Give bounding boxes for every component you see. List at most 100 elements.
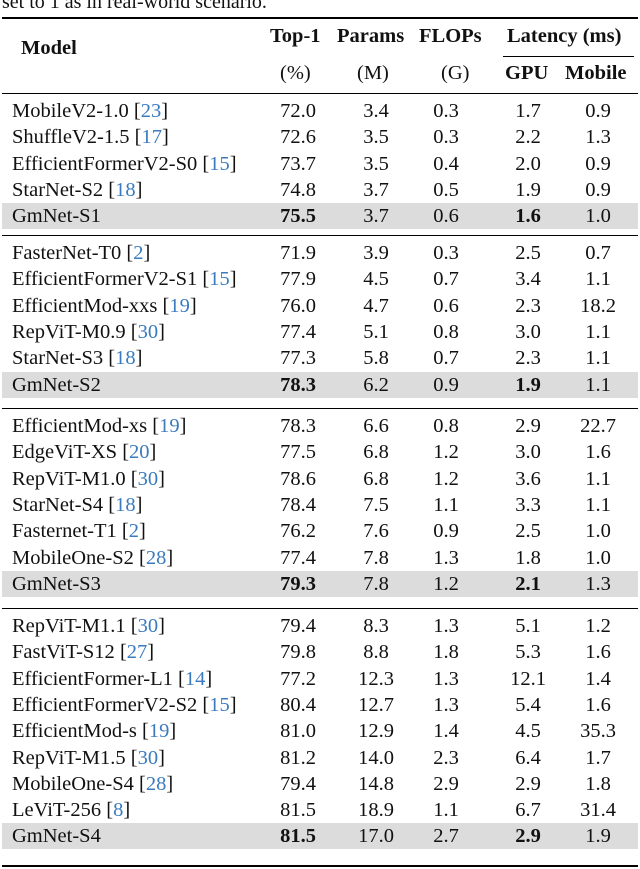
unit-top1: (%) <box>280 62 311 84</box>
table-row: RepViT-M1.1 [30] 79.4 8.3 1.3 5.1 1.2 <box>2 613 638 639</box>
cell-mobile: 1.1 <box>585 373 611 396</box>
cell-top1: 81.2 <box>280 746 316 769</box>
cell-flops: 1.4 <box>433 720 459 743</box>
model-label: GmNet-S1 <box>12 205 101 228</box>
model-label: EfficientFormerV2-S2 <box>12 693 203 716</box>
model-name: FasterNet-T0 [2] <box>12 242 151 264</box>
citation-link[interactable]: 18 <box>115 493 136 516</box>
cell-top1: 76.0 <box>280 294 316 317</box>
cell-flops: 0.9 <box>433 520 459 543</box>
cell-params: 14.0 <box>358 746 394 769</box>
citation-link[interactable]: 17 <box>141 126 162 149</box>
cell-flops: 0.5 <box>433 178 459 201</box>
citation-link[interactable]: 2 <box>133 242 144 264</box>
cell-mobile: 1.0 <box>585 546 611 569</box>
caption-fragment: set to 1 as in real-world scenario. <box>2 0 267 13</box>
cell-gpu: 3.4 <box>515 268 541 291</box>
table-row: GmNet-S3 79.3 7.8 1.2 2.1 1.3 <box>2 570 638 597</box>
model-label: EfficientMod-xxs <box>12 294 163 317</box>
cell-params: 5.1 <box>363 320 389 343</box>
model-label: EfficientFormerV2-S0 <box>12 152 203 175</box>
model-name: EfficientFormerV2-S0 [15] <box>12 152 237 175</box>
citation-link[interactable]: 23 <box>140 100 162 122</box>
model-name: MobileOne-S4 [28] <box>12 772 174 795</box>
cell-mobile: 0.9 <box>585 100 611 122</box>
citation-link[interactable]: 18 <box>115 178 136 201</box>
citation-link[interactable]: 15 <box>209 152 230 175</box>
cell-flops: 1.3 <box>433 546 459 569</box>
cell-gpu: 2.1 <box>515 572 541 595</box>
citation-link[interactable]: 15 <box>209 693 230 716</box>
citation-link[interactable]: 27 <box>126 641 148 664</box>
cell-top1: 78.6 <box>280 467 316 490</box>
cell-top1: 81.5 <box>280 825 316 848</box>
citation-link[interactable]: 19 <box>159 415 180 437</box>
table-row: Fasternet-T1 [2] 76.2 7.6 0.9 2.5 1.0 <box>2 518 638 544</box>
cell-top1: 79.4 <box>280 772 316 795</box>
cell-flops: 0.6 <box>433 205 459 228</box>
model-label: EfficientFormerV2-S1 <box>12 268 203 291</box>
cell-top1: 74.8 <box>280 178 316 201</box>
cell-flops: 0.8 <box>433 320 459 343</box>
latency-subrule <box>503 56 634 57</box>
citation-link[interactable]: 28 <box>145 772 167 795</box>
model-name: MobileOne-S2 [28] <box>12 546 174 569</box>
citation-link[interactable]: 19 <box>148 720 170 743</box>
cell-gpu: 5.4 <box>515 693 541 716</box>
cell-top1: 78.3 <box>280 415 316 437</box>
cell-gpu: 2.3 <box>515 294 541 317</box>
cell-gpu: 2.0 <box>515 152 541 175</box>
citation-link[interactable]: 30 <box>137 746 159 769</box>
cell-top1: 77.3 <box>280 347 316 370</box>
group-separator-rule <box>2 235 638 236</box>
header-latency: Latency (ms) <box>507 25 622 47</box>
cell-mobile: 1.6 <box>585 693 611 716</box>
cell-flops: 2.3 <box>433 746 459 769</box>
citation-link[interactable]: 2 <box>128 520 139 543</box>
model-label: EdgeViT-XS <box>12 441 123 464</box>
cell-flops: 0.3 <box>433 126 459 149</box>
model-name: ShuffleV2-1.5 [17] <box>12 126 169 149</box>
citation-link[interactable]: 30 <box>137 320 159 343</box>
citation-link[interactable]: 18 <box>115 347 136 370</box>
cell-mobile: 35.3 <box>580 720 616 743</box>
citation-link[interactable]: 8 <box>113 799 124 822</box>
header-model: Model <box>21 37 77 59</box>
cell-flops: 0.4 <box>433 152 459 175</box>
cell-top1: 76.2 <box>280 520 316 543</box>
cell-mobile: 1.1 <box>585 347 611 370</box>
model-name: GmNet-S2 <box>12 372 101 398</box>
cell-mobile: 1.1 <box>585 320 611 343</box>
cell-params: 7.5 <box>363 493 389 516</box>
header-gpu: GPU <box>505 62 549 84</box>
model-name: GmNet-S3 <box>12 571 101 597</box>
cell-mobile: 1.0 <box>585 205 611 228</box>
citation-link[interactable]: 28 <box>145 546 167 569</box>
citation-link[interactable]: 30 <box>137 615 159 637</box>
model-label: MobileOne-S4 <box>12 772 139 795</box>
citation-link[interactable]: 20 <box>129 441 150 464</box>
cell-gpu: 2.5 <box>515 242 541 264</box>
cell-gpu: 1.8 <box>515 546 541 569</box>
model-name: EfficientMod-s [19] <box>12 720 177 743</box>
cell-mobile: 1.8 <box>585 772 611 795</box>
table-row: RepViT-M1.0 [30] 78.6 6.8 1.2 3.6 1.1 <box>2 466 638 492</box>
model-name: RepViT-M1.5 [30] <box>12 746 165 769</box>
cell-flops: 0.7 <box>433 268 459 291</box>
table-row: FasterNet-T0 [2] 71.9 3.9 0.3 2.5 0.7 <box>2 240 638 266</box>
citation-link[interactable]: 30 <box>137 467 159 490</box>
table-row: ShuffleV2-1.5 [17] 72.6 3.5 0.3 2.2 1.3 <box>2 124 638 150</box>
citation-link[interactable]: 15 <box>209 268 230 291</box>
table-row: EfficientMod-s [19] 81.0 12.9 1.4 4.5 35.3 <box>2 718 638 744</box>
table-row: EfficientMod-xs [19] 78.3 6.6 0.8 2.9 22.7 <box>2 413 638 439</box>
model-label: StarNet-S3 <box>12 347 109 370</box>
model-name: FastViT-S12 [27] <box>12 641 155 664</box>
citation-link[interactable]: 14 <box>184 667 206 690</box>
table-row: FastViT-S12 [27] 79.8 8.8 1.8 5.3 1.6 <box>2 639 638 665</box>
model-label: GmNet-S4 <box>12 825 101 848</box>
citation-link[interactable]: 19 <box>169 294 190 317</box>
model-name: EfficientMod-xxs [19] <box>12 294 197 317</box>
table-row: MobileOne-S4 [28] 79.4 14.8 2.9 2.9 1.8 <box>2 771 638 797</box>
cell-mobile: 18.2 <box>580 294 616 317</box>
table-top-rule <box>2 17 638 19</box>
